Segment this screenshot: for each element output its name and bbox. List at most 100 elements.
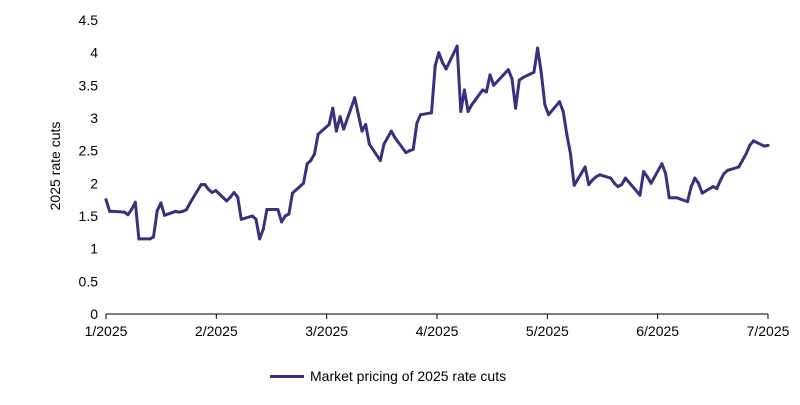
data-point [642, 170, 646, 174]
data-point [291, 191, 294, 195]
data-point [766, 143, 770, 147]
data-point [470, 103, 474, 107]
data-point [214, 189, 218, 192]
data-point [419, 113, 422, 117]
data-point [206, 187, 210, 191]
data-point [334, 129, 338, 133]
data-point [462, 88, 466, 92]
data-point [316, 132, 320, 136]
data-point [155, 209, 159, 213]
data-point [587, 183, 591, 187]
data-point [667, 196, 671, 200]
data-point [188, 201, 192, 205]
data-point [378, 159, 382, 162]
data-point [389, 129, 393, 133]
y-tick-label: 4.5 [79, 12, 99, 28]
data-point [305, 162, 309, 166]
data-point [239, 217, 243, 221]
data-point [726, 168, 730, 172]
data-point [536, 46, 540, 50]
data-point [561, 110, 565, 113]
data-point [276, 208, 280, 211]
data-point [404, 151, 408, 155]
data-point [137, 237, 141, 241]
data-point [612, 181, 616, 185]
data-point [104, 198, 108, 202]
data-point [393, 136, 397, 140]
data-point [133, 200, 137, 204]
x-tick-label: 7/2025 [747, 323, 790, 339]
data-point [459, 110, 463, 113]
data-point [444, 67, 448, 71]
legend: Market pricing of 2025 rate cuts [270, 364, 506, 388]
data-point [108, 209, 112, 213]
legend-swatch [270, 374, 304, 378]
data-point [455, 44, 459, 48]
data-point [280, 220, 284, 224]
data-point [638, 193, 642, 197]
data-point [616, 185, 620, 189]
data-point [645, 175, 649, 179]
data-point [722, 172, 726, 175]
y-axis-label: 2025 rate cuts [47, 122, 63, 211]
data-point [466, 110, 470, 113]
x-tick-label: 5/2025 [526, 323, 569, 339]
data-point [583, 165, 587, 169]
data-point [386, 136, 390, 140]
data-point [737, 165, 741, 169]
data-point [210, 191, 214, 194]
y-tick-label: 4 [90, 45, 98, 61]
data-point [762, 144, 766, 148]
data-point [338, 115, 342, 119]
data-point [492, 83, 496, 87]
data-point [130, 208, 134, 211]
data-point [283, 214, 287, 218]
data-point [265, 208, 269, 211]
data-point [327, 123, 331, 126]
data-point [203, 183, 207, 187]
data-point [598, 173, 602, 177]
data-point [177, 210, 181, 214]
data-point [565, 132, 569, 136]
data-point [719, 178, 722, 182]
data-point [174, 209, 177, 213]
series-line-rate-cuts [104, 44, 770, 241]
data-point [309, 159, 313, 162]
data-point [126, 213, 130, 217]
data-point [700, 191, 704, 195]
y-tick-label: 3.5 [79, 77, 99, 93]
data-point [751, 139, 755, 143]
y-tick-label: 0 [90, 306, 98, 322]
data-point [342, 127, 346, 131]
data-point [185, 208, 188, 211]
data-point [649, 181, 653, 185]
data-point [353, 96, 357, 100]
data-point [364, 123, 368, 126]
data-point [254, 217, 258, 221]
data-point [689, 185, 693, 189]
data-point [163, 213, 166, 217]
x-tick-label: 2/2025 [195, 323, 238, 339]
data-point [675, 196, 679, 200]
data-point [697, 181, 700, 185]
x-axis: 1/2025 2/2025 3/2025 4/2025 5/2025 6/2025 7/20… [85, 314, 790, 339]
data-point [441, 61, 444, 64]
data-point [488, 73, 492, 77]
data-point [437, 51, 441, 55]
data-point [408, 149, 412, 153]
data-point [232, 191, 236, 194]
data-point [594, 175, 598, 179]
x-tick-label: 4/2025 [416, 323, 459, 339]
data-point [287, 212, 291, 216]
data-point [360, 129, 364, 133]
data-point [547, 113, 551, 117]
data-point [711, 185, 715, 189]
data-point [748, 143, 752, 147]
data-point [302, 181, 305, 185]
data-point [686, 200, 689, 204]
data-point [411, 147, 415, 151]
data-point [430, 111, 433, 115]
data-point [250, 214, 254, 218]
